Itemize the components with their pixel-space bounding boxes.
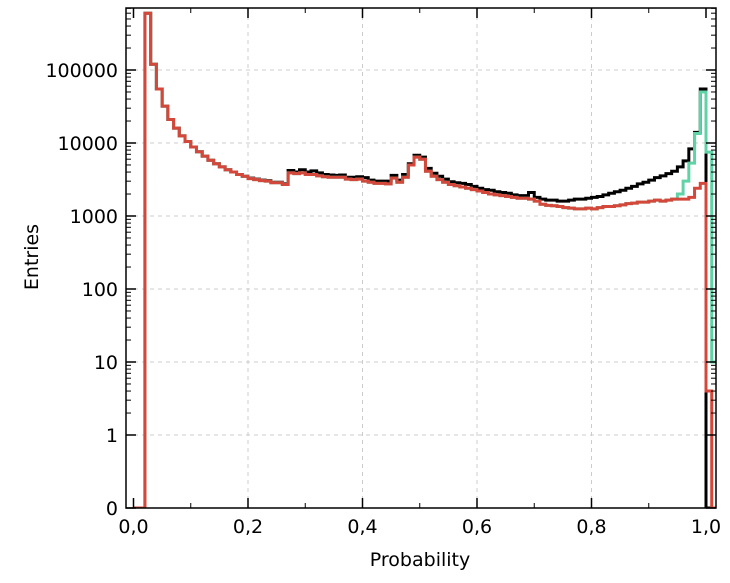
series-line-2 <box>133 11 716 508</box>
y-tick-label: 10000 <box>58 133 118 155</box>
y-tick-label: 100 <box>82 279 118 301</box>
y-tick-label: 1 <box>106 425 118 447</box>
x-tick-label: 0,0 <box>118 516 148 538</box>
y-tick-label: 10 <box>94 352 118 374</box>
series-line-0 <box>133 11 716 508</box>
y-tick-label: 100000 <box>45 60 118 82</box>
y-tick-label: 1000 <box>70 206 118 228</box>
x-axis: 0,0 0,2 0,4 0,6 0,8 1,0 <box>118 8 721 538</box>
x-tick-label: 0,2 <box>233 516 263 538</box>
y-axis-title: Entries <box>21 224 43 290</box>
x-axis-title: Probability <box>370 549 470 571</box>
series-line-1 <box>133 11 716 508</box>
x-tick-label: 0,8 <box>576 516 606 538</box>
y-axis: 0 1 10 100 1000 10000 100000 <box>45 7 716 520</box>
x-tick-label: 0,4 <box>347 516 377 538</box>
x-tick-label: 0,6 <box>462 516 492 538</box>
y-tick-label: 0 <box>106 498 118 520</box>
series-group <box>133 11 716 508</box>
x-tick-label: 1,0 <box>691 516 721 538</box>
grid <box>126 8 716 508</box>
plot-frame <box>125 7 717 509</box>
